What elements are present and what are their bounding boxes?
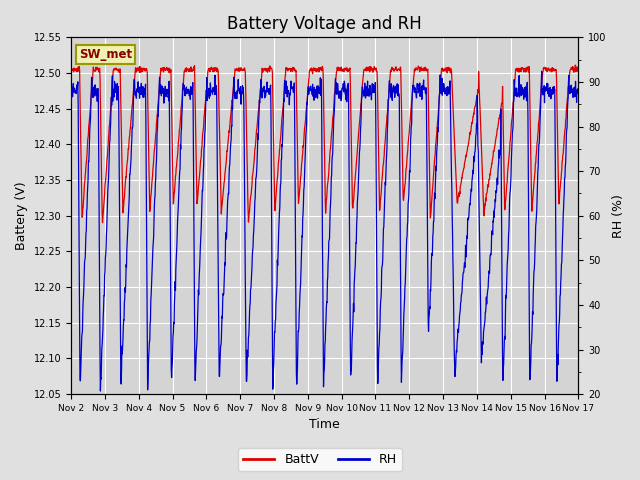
Title: Battery Voltage and RH: Battery Voltage and RH — [227, 15, 422, 33]
Text: SW_met: SW_met — [79, 48, 132, 61]
Y-axis label: Battery (V): Battery (V) — [15, 181, 28, 250]
Legend: BattV, RH: BattV, RH — [238, 448, 402, 471]
X-axis label: Time: Time — [309, 419, 340, 432]
Y-axis label: RH (%): RH (%) — [612, 194, 625, 238]
